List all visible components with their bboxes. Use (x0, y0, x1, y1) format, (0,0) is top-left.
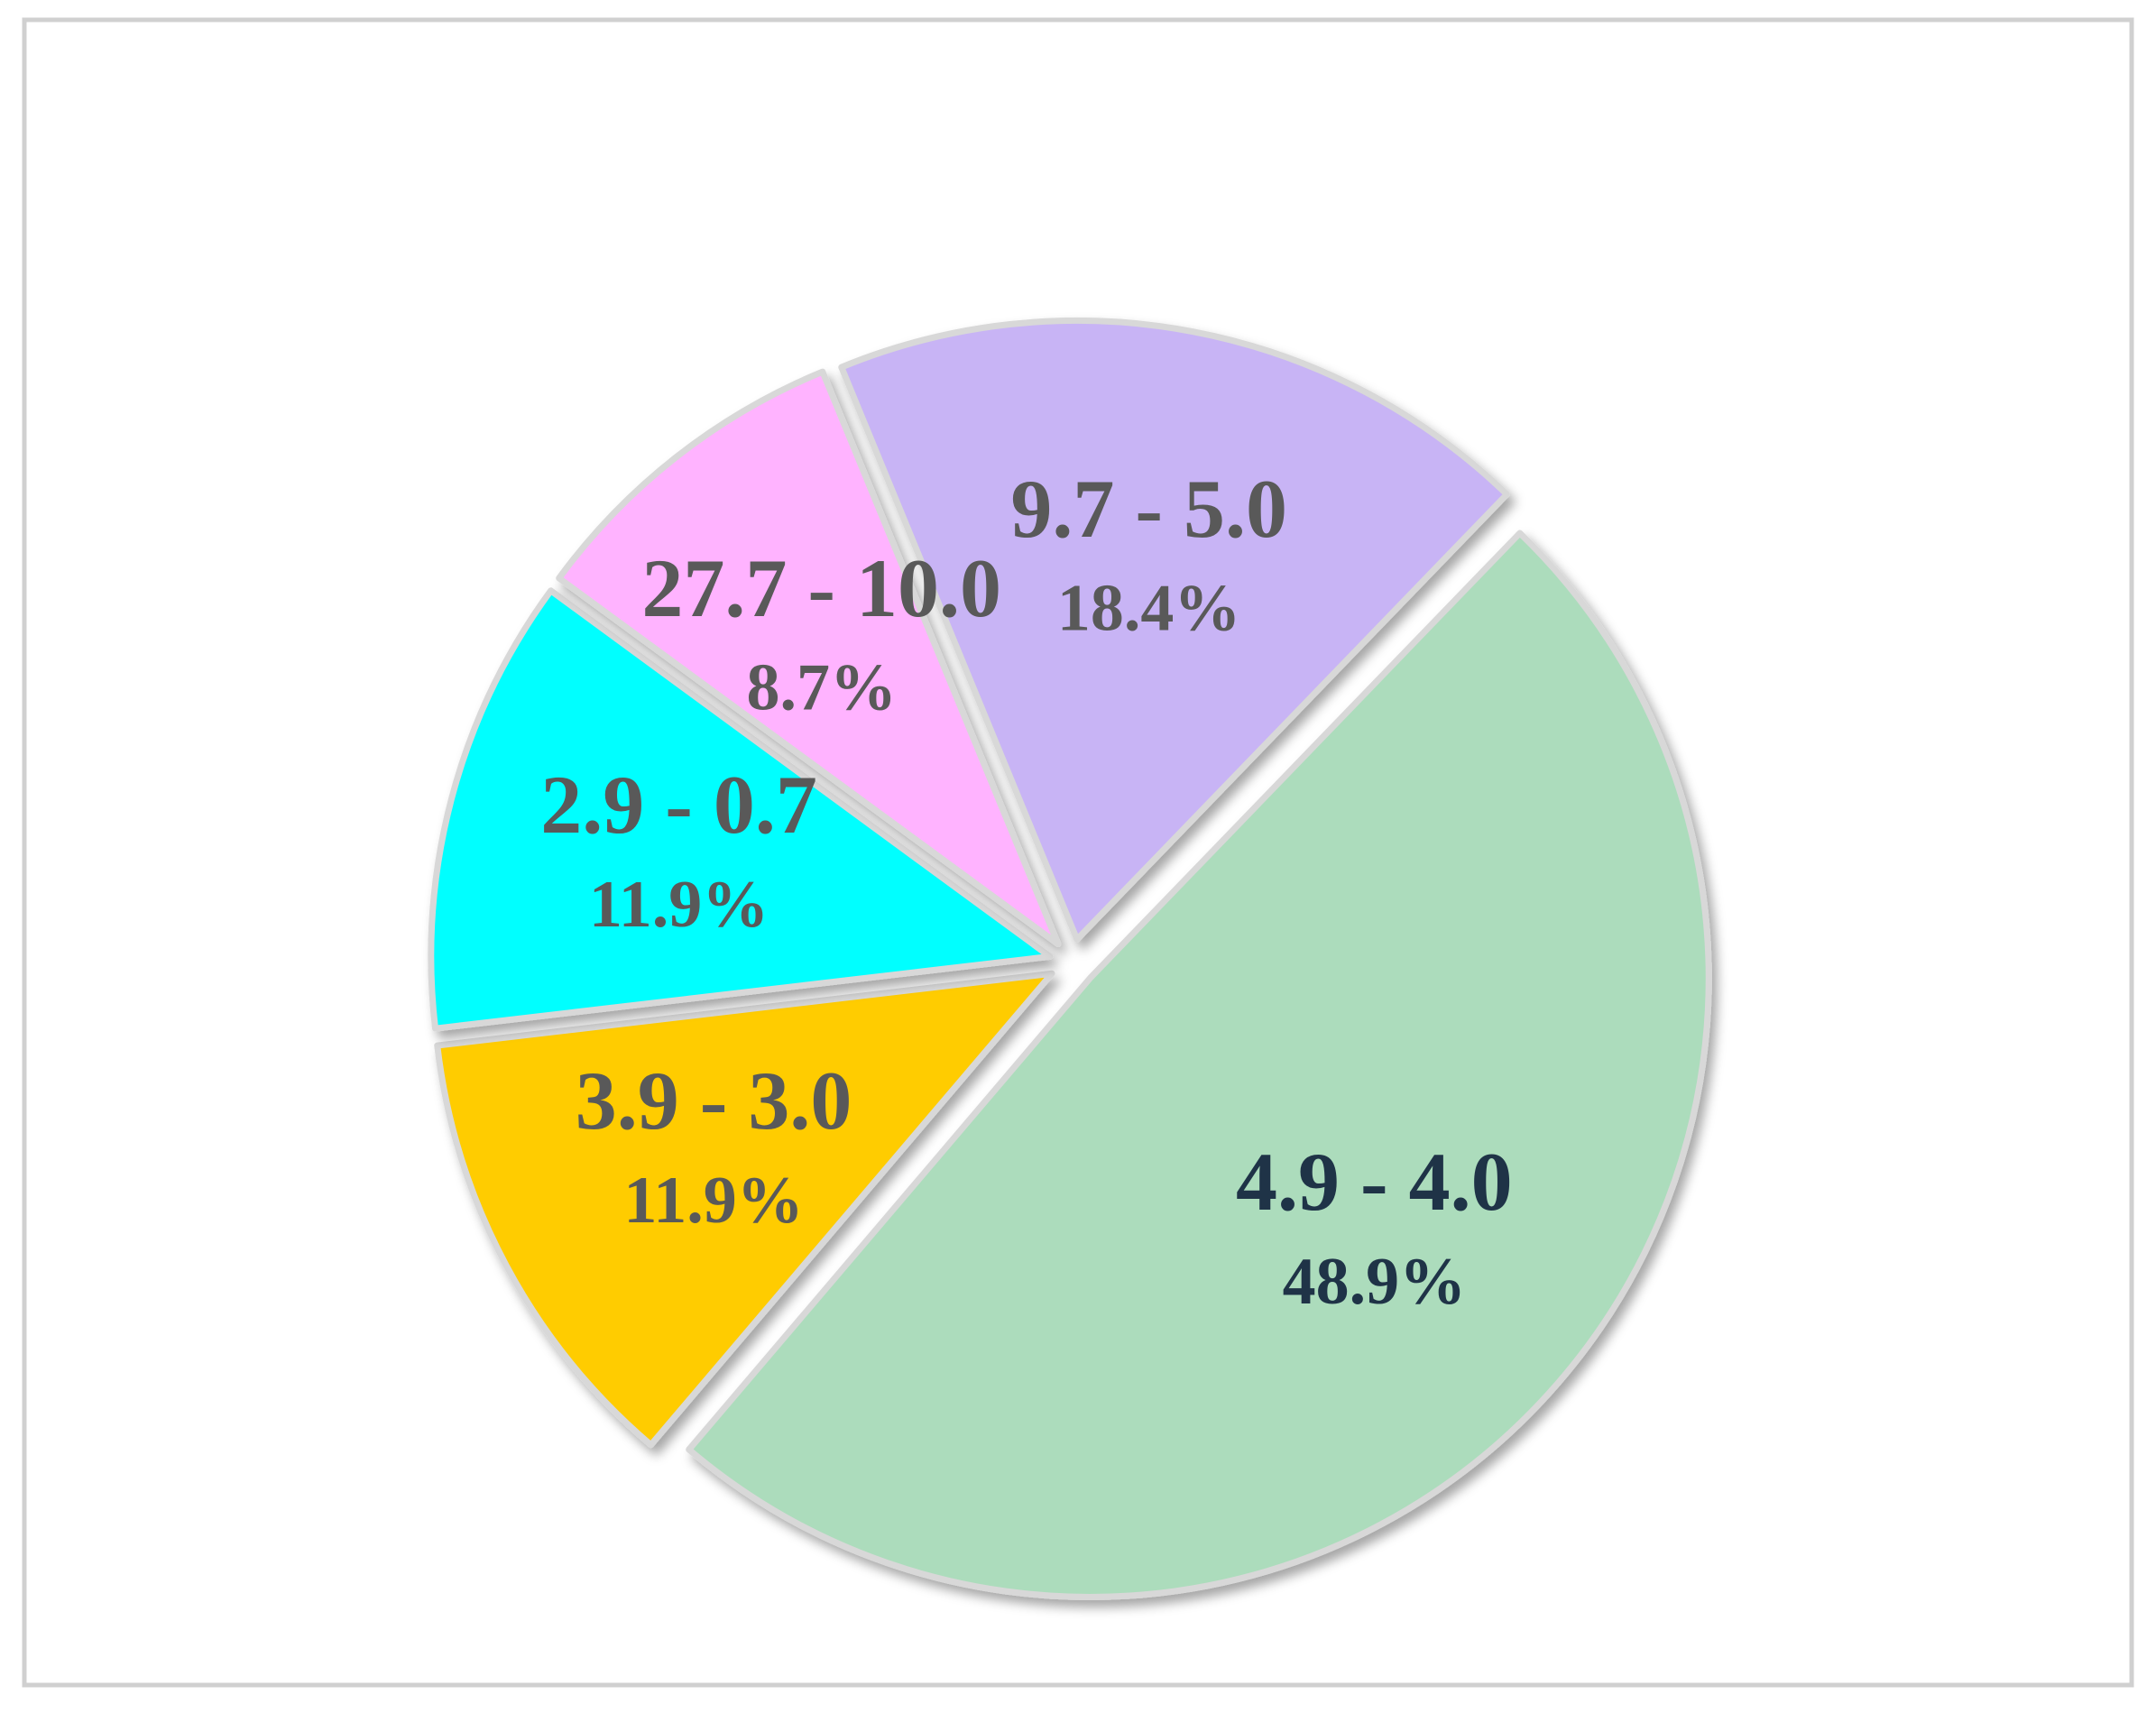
pie (428, 318, 1712, 1600)
slice-value-label: 48.9% (1283, 1245, 1467, 1319)
slice-category-label: 4.9 - 4.0 (1236, 1136, 1513, 1228)
pie-slice (434, 970, 1055, 1449)
slice-value-label: 11.9% (623, 1164, 803, 1238)
slice-value-label: 18.4% (1057, 572, 1241, 646)
slice-value-label: 11.9% (589, 868, 769, 942)
slice-value-label: 8.7% (746, 651, 897, 725)
slice-category-label: 27.7 - 10.0 (641, 542, 1001, 634)
slice-category-label: 3.9 - 3.0 (576, 1055, 852, 1147)
pie-slice (556, 368, 1062, 948)
slice-category-label: 2.9 - 0.7 (540, 759, 817, 851)
pie-slice (686, 530, 1712, 1600)
slice-category-label: 9.7 - 5.0 (1010, 463, 1287, 555)
pie-slice (838, 318, 1510, 943)
data-labels: 4.9 - 4.0 48.9% 3.9 - 3.0 11.9% 2.9 - 0.7 11.… (540, 463, 1512, 1319)
pie-slice (428, 587, 1054, 1032)
